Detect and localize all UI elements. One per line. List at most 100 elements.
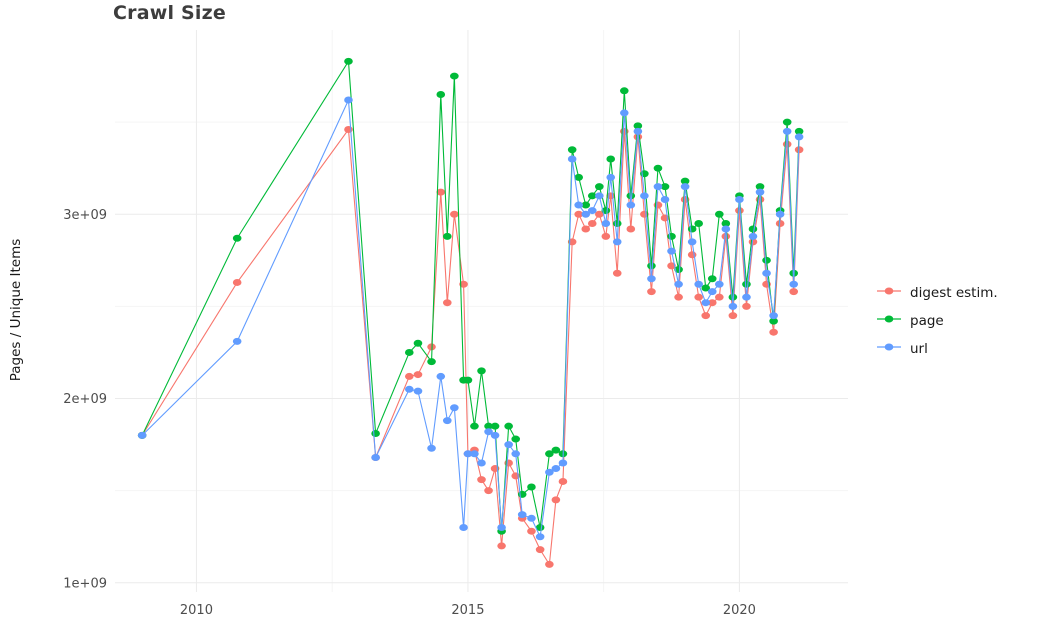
data-point-url	[587, 207, 597, 215]
data-point-url	[755, 188, 765, 196]
data-point-digest-estim	[459, 280, 468, 288]
data-point-page	[587, 192, 597, 200]
data-point-url	[581, 210, 591, 218]
data-point-page	[721, 219, 731, 227]
data-point-url	[633, 127, 643, 135]
data-point-url	[504, 441, 513, 449]
data-point-url	[137, 431, 147, 439]
data-point-page	[707, 275, 717, 283]
legend-key-icon	[876, 339, 902, 358]
series-line-digest-estim	[141, 127, 800, 567]
data-point-page	[413, 339, 423, 347]
data-point-url	[687, 238, 697, 246]
data-point-digest-estim	[694, 293, 703, 301]
data-point-page	[581, 201, 591, 209]
data-point-url	[535, 533, 545, 541]
data-point-page	[436, 90, 446, 98]
data-point-url	[551, 465, 561, 473]
data-point-page	[728, 293, 738, 301]
data-point-page	[794, 127, 804, 135]
y-axis-tick-label: 1e+09	[63, 576, 107, 591]
data-point-digest-estim	[626, 225, 636, 233]
data-point-url	[701, 299, 711, 307]
data-point-url	[674, 280, 683, 288]
data-point-url	[459, 524, 468, 532]
data-point-url	[404, 385, 414, 393]
legend-item-url: url	[876, 339, 998, 358]
data-point-url	[680, 183, 690, 191]
data-point-digest-estim	[715, 293, 724, 301]
data-point-digest-estim	[721, 232, 731, 240]
data-point-page	[450, 72, 459, 80]
data-point-digest-estim	[442, 299, 452, 307]
legend: digest estim. page url	[876, 283, 998, 358]
data-point-url	[748, 232, 758, 240]
data-point-page	[567, 146, 577, 154]
data-point-url	[558, 459, 568, 467]
data-point-page	[371, 430, 380, 438]
data-point-digest-estim	[701, 312, 711, 320]
data-point-page	[606, 155, 616, 163]
data-point-url	[517, 511, 527, 519]
data-point-url	[660, 196, 670, 204]
data-point-url	[427, 444, 436, 452]
data-point-page	[755, 183, 765, 191]
data-point-digest-estim	[232, 278, 242, 286]
data-point-url	[742, 293, 751, 301]
data-point-page	[619, 87, 629, 95]
data-point-digest-estim	[484, 487, 493, 495]
data-point-page	[484, 422, 493, 430]
data-point-digest-estim	[581, 225, 591, 233]
data-point-digest-estim	[497, 542, 506, 550]
data-point-url	[511, 450, 521, 458]
legend-item-digest-estim: digest estim.	[876, 283, 998, 302]
data-point-url	[667, 247, 676, 255]
data-point-url	[715, 280, 724, 288]
data-point-url	[436, 372, 446, 380]
data-point-page	[626, 192, 636, 200]
data-point-digest-estim	[450, 210, 459, 218]
data-point-page	[674, 266, 683, 274]
legend-item-page: page	[876, 311, 998, 330]
data-point-page	[660, 183, 670, 191]
data-point-url	[232, 337, 242, 345]
data-point-page	[701, 284, 711, 292]
data-point-page	[762, 256, 771, 264]
data-point-page	[742, 280, 751, 288]
data-point-url	[619, 109, 629, 117]
data-point-page	[715, 210, 724, 218]
data-point-page	[647, 262, 656, 270]
data-point-url	[477, 459, 486, 467]
data-point-url	[721, 225, 731, 233]
data-point-url	[769, 312, 778, 320]
data-point-digest-estim	[775, 219, 785, 227]
data-point-page	[595, 183, 604, 191]
data-point-digest-estim	[742, 302, 751, 310]
data-point-url	[497, 524, 506, 532]
data-point-url	[595, 192, 604, 200]
data-point-page	[470, 422, 479, 430]
data-point-digest-estim	[728, 312, 738, 320]
data-point-page	[612, 219, 622, 227]
data-point-page	[477, 367, 486, 375]
data-point-url	[527, 514, 536, 522]
data-point-digest-estim	[551, 496, 561, 504]
data-point-page	[694, 219, 703, 227]
data-point-url	[574, 201, 583, 209]
data-point-url	[762, 269, 771, 277]
data-point-digest-estim	[574, 210, 583, 218]
data-point-page	[490, 422, 500, 430]
data-point-url	[450, 404, 459, 412]
legend-label-url: url	[910, 340, 928, 357]
x-axis-tick-label: 2015	[451, 603, 484, 618]
data-point-page	[344, 57, 353, 65]
data-point-digest-estim	[789, 288, 799, 296]
data-point-page	[545, 450, 554, 458]
data-point-page	[667, 232, 676, 240]
data-point-page	[511, 435, 521, 443]
data-point-digest-estim	[769, 328, 778, 336]
data-point-url	[707, 288, 717, 296]
data-point-page	[527, 483, 536, 491]
data-point-url	[775, 210, 785, 218]
